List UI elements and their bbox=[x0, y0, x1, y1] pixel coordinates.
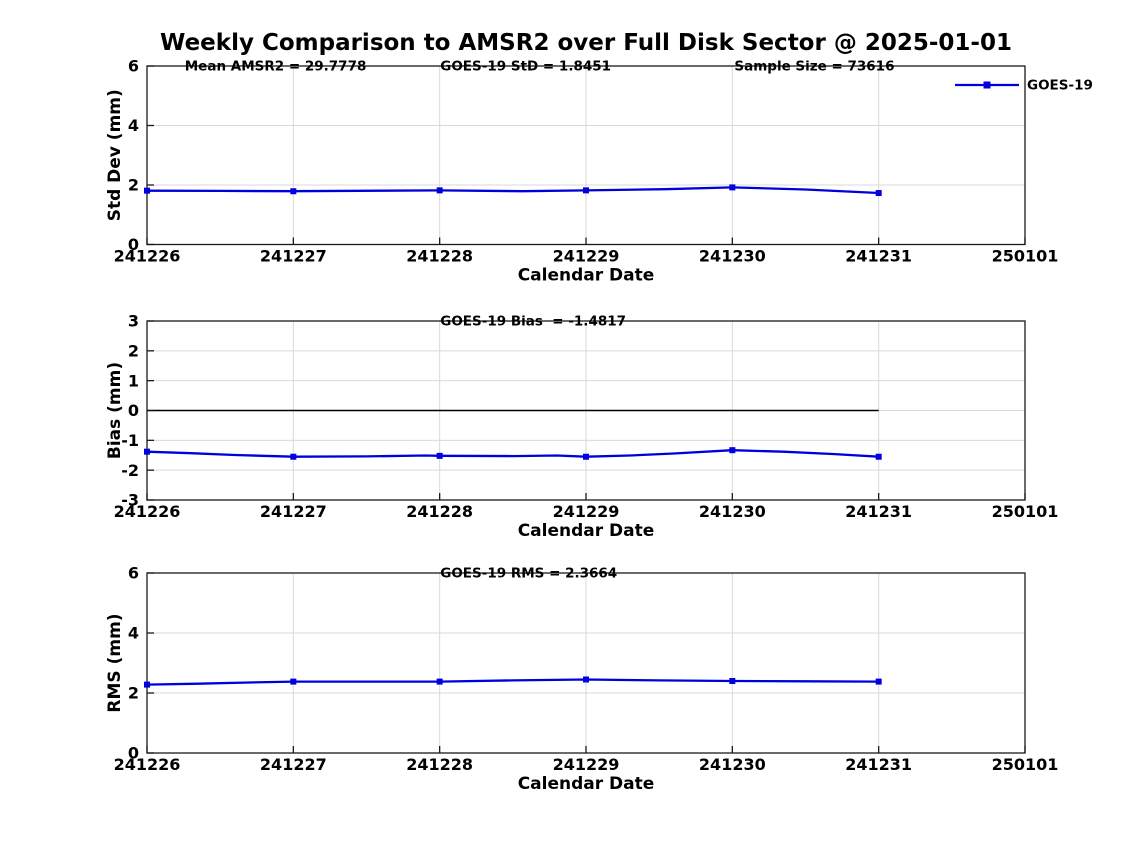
y-tick-label: -1 bbox=[121, 431, 139, 450]
x-tick-label: 241228 bbox=[406, 502, 473, 521]
data-series-goes-19 bbox=[144, 447, 882, 460]
y-tick-label: 0 bbox=[128, 235, 139, 254]
data-point-marker bbox=[290, 453, 297, 460]
data-point-marker bbox=[144, 187, 150, 194]
annotation-std-dev-0: Mean AMSR2 = 29.7778 bbox=[185, 59, 367, 75]
data-point-marker bbox=[144, 681, 150, 688]
y-tick-label: 4 bbox=[128, 116, 139, 135]
data-point-marker bbox=[875, 678, 882, 685]
y-tick-label: 2 bbox=[128, 176, 139, 195]
plot-std-dev: 241226 241227 241228 241229 241230 241231 2501… bbox=[105, 57, 1093, 286]
y-tick-label: 2 bbox=[128, 341, 139, 360]
x-tick-label: 250101 bbox=[992, 247, 1059, 266]
series-line bbox=[146, 186, 879, 195]
figure-title: Weekly Comparison to AMSR2 over Full Dis… bbox=[160, 30, 1012, 56]
y-tick-label: 6 bbox=[128, 564, 139, 583]
data-point-marker bbox=[729, 678, 736, 684]
data-point-marker bbox=[583, 676, 589, 683]
legend-marker bbox=[983, 81, 991, 89]
x-tick-label: 241228 bbox=[406, 755, 473, 774]
x-tick-label: 241231 bbox=[845, 247, 912, 266]
series-line bbox=[146, 678, 879, 686]
y-tick-label: 0 bbox=[128, 401, 139, 420]
y-tick-label: -3 bbox=[121, 491, 139, 510]
tick-marks bbox=[146, 320, 1026, 501]
data-series-goes-19 bbox=[144, 184, 882, 197]
y-tick-label: 0 bbox=[128, 744, 139, 763]
annotation-std-dev-2: Sample Size = 73616 bbox=[734, 59, 894, 75]
data-point-marker bbox=[875, 453, 882, 460]
tick-marks bbox=[146, 65, 1026, 246]
data-point-marker bbox=[436, 187, 443, 194]
data-point-marker bbox=[290, 678, 297, 685]
plot-bias: 241226 241227 241228 241229 241230 241231 2501… bbox=[105, 312, 1058, 541]
data-point-marker bbox=[729, 184, 736, 191]
y-tick-label: 4 bbox=[128, 624, 139, 643]
y-tick-label: 1 bbox=[128, 371, 139, 390]
data-point-marker bbox=[436, 452, 443, 459]
data-point-marker bbox=[729, 447, 736, 454]
data-series-goes-19 bbox=[144, 676, 882, 688]
y-tick-label: -2 bbox=[121, 461, 139, 480]
x-tick-label: 241228 bbox=[406, 247, 473, 266]
y-axis-label: Std Dev (mm) bbox=[105, 89, 125, 221]
x-tick-label: 241227 bbox=[260, 755, 327, 774]
annotation-rms-0: GOES-19 RMS = 2.3664 bbox=[440, 566, 617, 582]
data-point-marker bbox=[290, 188, 297, 195]
x-tick-label: 241226 bbox=[114, 502, 181, 521]
x-tick-label: 241226 bbox=[114, 755, 181, 774]
x-tick-label: 241227 bbox=[260, 247, 327, 266]
data-point-marker bbox=[583, 187, 589, 194]
y-axis-label: Bias (mm) bbox=[105, 362, 125, 459]
data-point-marker bbox=[875, 190, 882, 197]
x-tick-label: 241229 bbox=[553, 247, 620, 266]
x-axis-label: Calendar Date bbox=[518, 521, 655, 541]
x-axis-label: Calendar Date bbox=[518, 774, 655, 794]
tick-marks bbox=[146, 572, 1026, 754]
y-tick-label: 2 bbox=[128, 684, 139, 703]
series-line bbox=[146, 449, 879, 458]
y-tick-label: 3 bbox=[128, 312, 139, 331]
x-tick-label: 250101 bbox=[992, 502, 1059, 521]
plot-rms: 241226 241227 241228 241229 241230 241231 2501… bbox=[105, 564, 1058, 794]
x-tick-label: 241229 bbox=[553, 755, 620, 774]
x-tick-label: 241230 bbox=[699, 247, 766, 266]
data-point-marker bbox=[436, 678, 443, 685]
data-point-marker bbox=[144, 448, 150, 455]
x-tick-label: 241231 bbox=[845, 502, 912, 521]
grid-lines bbox=[147, 573, 1025, 753]
data-point-marker bbox=[583, 453, 589, 460]
legend-label: GOES-19 bbox=[1027, 78, 1093, 94]
x-tick-label: 241230 bbox=[699, 755, 766, 774]
x-tick-label: 250101 bbox=[992, 755, 1059, 774]
x-tick-label: 241226 bbox=[114, 247, 181, 266]
annotation-std-dev-1: GOES-19 StD = 1.8451 bbox=[440, 59, 611, 75]
y-tick-label: 6 bbox=[128, 57, 139, 76]
x-tick-label: 241230 bbox=[699, 502, 766, 521]
grid-lines bbox=[147, 66, 1025, 245]
legend: GOES-19 bbox=[955, 78, 1093, 94]
annotation-bias-0: GOES-19 Bias = -1.4817 bbox=[440, 314, 626, 330]
x-tick-label: 241227 bbox=[260, 502, 327, 521]
x-axis-label: Calendar Date bbox=[518, 266, 655, 286]
x-tick-label: 241229 bbox=[553, 502, 620, 521]
y-axis-label: RMS (mm) bbox=[105, 613, 125, 712]
x-tick-label: 241231 bbox=[845, 755, 912, 774]
